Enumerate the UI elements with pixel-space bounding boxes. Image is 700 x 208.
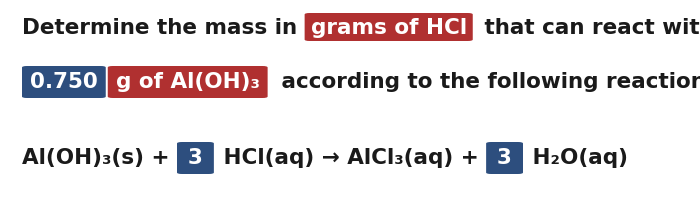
Text: 0.750: 0.750: [30, 72, 98, 92]
Text: 3: 3: [497, 148, 512, 168]
Text: Determine the mass in: Determine the mass in: [22, 18, 304, 38]
Text: HCl(aq) → AlCl₃(aq) +: HCl(aq) → AlCl₃(aq) +: [216, 148, 486, 168]
Text: grams of HCl: grams of HCl: [311, 18, 467, 38]
Text: g of Al(OH)₃: g of Al(OH)₃: [116, 72, 260, 92]
Text: 3: 3: [188, 148, 203, 168]
Text: Al(OH)₃(s) +: Al(OH)₃(s) +: [22, 148, 177, 168]
Text: H₂O(aq): H₂O(aq): [525, 148, 628, 168]
Text: that can react with: that can react with: [477, 18, 700, 38]
Text: according to the following reaction: according to the following reaction: [274, 72, 700, 92]
